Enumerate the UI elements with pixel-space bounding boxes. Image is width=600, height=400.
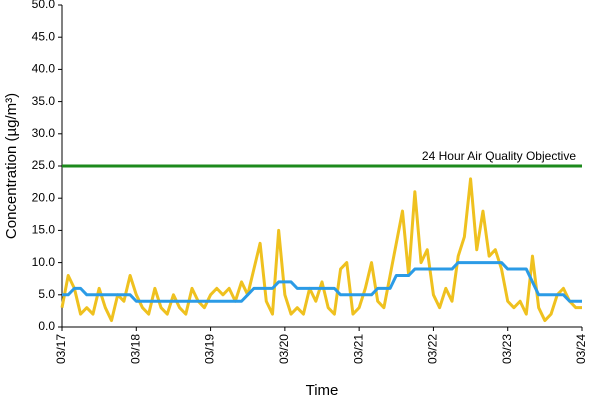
y-axis-title: Concentration (µg/m³) — [3, 93, 20, 239]
y-tick-label: 5.0 — [38, 287, 55, 301]
x-tick-label: 03/20 — [277, 334, 291, 364]
y-tick-label: 10.0 — [32, 255, 56, 269]
y-tick-label: 50.0 — [32, 0, 56, 11]
y-tick-label: 30.0 — [32, 126, 56, 140]
series-line — [62, 261, 582, 303]
x-tick-label: 03/22 — [426, 334, 440, 364]
x-tick-label: 03/17 — [54, 334, 68, 364]
x-tick-label: 03/19 — [203, 334, 217, 364]
y-tick-label: 20.0 — [32, 190, 56, 204]
series-line — [60, 177, 582, 323]
x-tick-label: 03/18 — [128, 334, 142, 364]
y-tick-label: 35.0 — [32, 94, 56, 108]
y-tick-label: 25.0 — [32, 158, 56, 172]
x-axis-title: Time — [306, 382, 339, 399]
y-tick-label: 0.0 — [38, 319, 55, 333]
x-tick-label: 03/21 — [351, 334, 365, 364]
x-tick-label: 03/24 — [574, 334, 588, 364]
y-tick-label: 45.0 — [32, 29, 56, 43]
y-tick-label: 40.0 — [32, 62, 56, 76]
y-tick-label: 15.0 — [32, 223, 56, 237]
x-tick-label: 03/23 — [500, 334, 514, 364]
reference-label: 24 Hour Air Quality Objective — [422, 149, 576, 163]
